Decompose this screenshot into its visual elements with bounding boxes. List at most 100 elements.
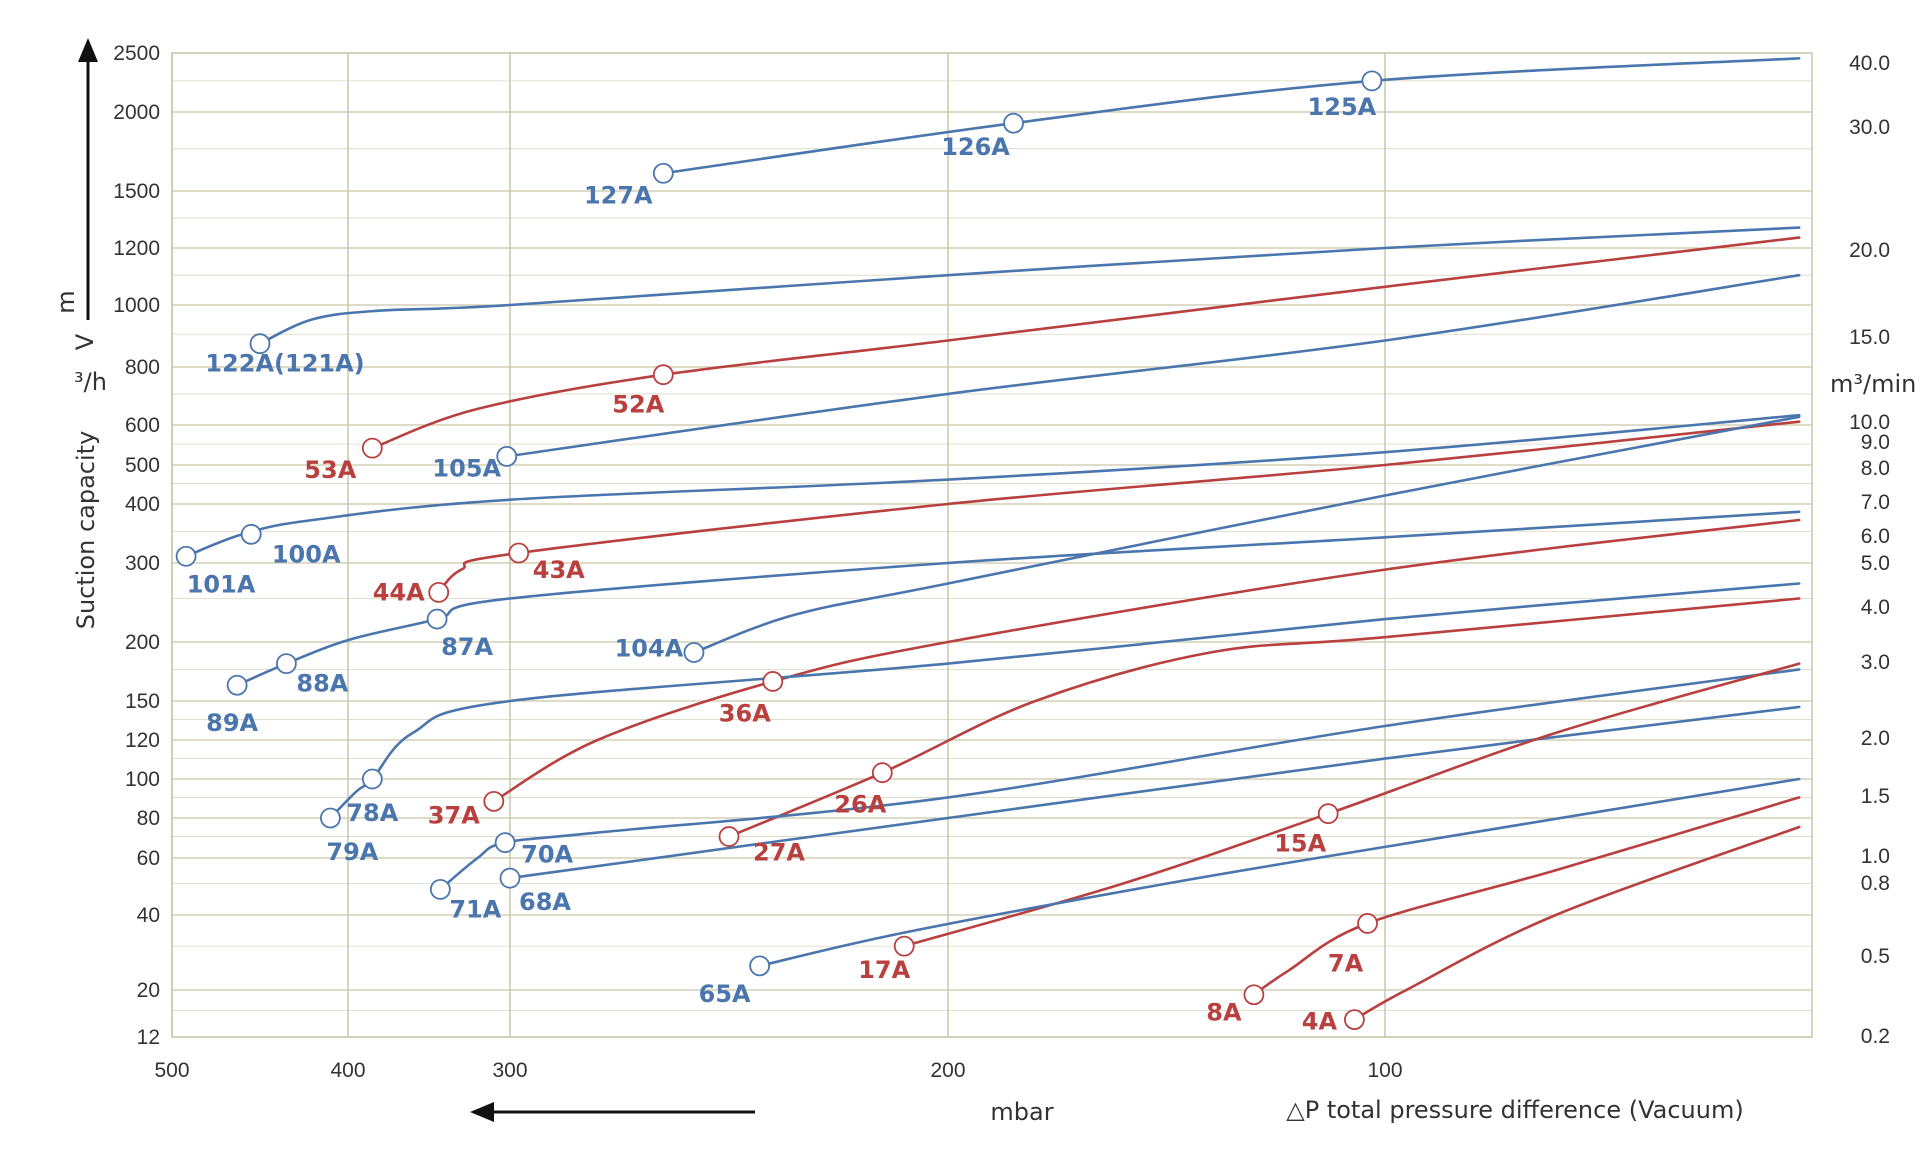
curve-label: 7A bbox=[1328, 949, 1364, 977]
curve-markers: 127A 126A 125A 122A(121A) 53A 52A 105A 101A 100A… bbox=[175, 70, 1383, 1036]
curve-marker bbox=[1357, 913, 1378, 934]
curve-marker bbox=[275, 653, 297, 675]
x-tick-label: 300 bbox=[492, 1059, 527, 1082]
x-tick-label: 400 bbox=[330, 1059, 365, 1082]
curve-label: 104A bbox=[615, 635, 684, 663]
curve-marker bbox=[652, 162, 674, 184]
right-tick-label: 20.0 bbox=[1849, 239, 1890, 262]
curve-marker bbox=[226, 674, 248, 696]
curve-marker bbox=[871, 762, 893, 784]
series-curve bbox=[235, 510, 1801, 687]
curve-label: 17A bbox=[858, 956, 910, 984]
right-tick-label: 6.0 bbox=[1861, 525, 1890, 548]
curve-marker bbox=[496, 445, 518, 467]
right-tick-label: 3.0 bbox=[1861, 651, 1890, 674]
curve-marker bbox=[249, 333, 271, 355]
x-axis-title: △P total pressure difference (Vacuum) bbox=[1286, 1096, 1743, 1124]
right-tick-label: 30.0 bbox=[1849, 116, 1890, 139]
series-curve bbox=[184, 413, 1801, 558]
y-axis-arrow-head bbox=[78, 38, 98, 62]
curve-marker bbox=[175, 545, 197, 567]
curve-marker bbox=[240, 523, 262, 545]
series-curve bbox=[727, 597, 1801, 838]
right-tick-label: 1.5 bbox=[1861, 785, 1890, 808]
curve-label: 78A bbox=[346, 799, 398, 827]
series-curve bbox=[437, 420, 1801, 594]
grid-lines bbox=[171, 52, 1813, 1038]
y-tick-label: 500 bbox=[125, 454, 160, 477]
curve-label: 43A bbox=[533, 556, 585, 584]
curve-marker bbox=[1361, 70, 1383, 92]
curve-label: 4A bbox=[1302, 1008, 1338, 1036]
curve-label: 26A bbox=[834, 791, 886, 819]
curve-label: 125A bbox=[1308, 93, 1377, 121]
curve-label: 70A bbox=[521, 841, 573, 869]
series-curve bbox=[662, 57, 1801, 175]
y-tick-label: 600 bbox=[125, 414, 160, 437]
curve-marker bbox=[762, 671, 784, 692]
right-tick-label: 7.0 bbox=[1861, 491, 1890, 514]
curve-marker bbox=[508, 542, 530, 564]
y-tick-label: 60 bbox=[137, 847, 160, 870]
y-axis-symbol-v: V bbox=[71, 333, 99, 350]
series-curve bbox=[508, 705, 1801, 880]
right-axis-unit: m³/min bbox=[1830, 370, 1916, 398]
y-tick-label: 200 bbox=[125, 631, 160, 654]
curve-label: 71A bbox=[449, 895, 501, 923]
y-tick-label: 20 bbox=[137, 979, 160, 1002]
y-tick-label: 150 bbox=[125, 690, 160, 713]
curve-marker bbox=[1003, 112, 1024, 134]
series-curve bbox=[1353, 825, 1801, 1021]
y-tick-label: 2000 bbox=[113, 101, 160, 124]
curve-label: 8A bbox=[1206, 999, 1242, 1027]
curve-marker bbox=[893, 935, 915, 957]
series-curve bbox=[439, 668, 1801, 891]
curve-marker bbox=[428, 581, 450, 603]
curve-marker bbox=[494, 832, 516, 854]
curve-label: 87A bbox=[441, 633, 493, 661]
curve-marker bbox=[361, 437, 383, 459]
right-tick-label: 0.8 bbox=[1861, 872, 1890, 895]
curve-marker bbox=[483, 790, 505, 812]
x-axis-arrow-head bbox=[470, 1102, 494, 1122]
curves bbox=[184, 57, 1801, 1021]
curve-label: 65A bbox=[699, 980, 751, 1008]
curve-label: 100A bbox=[272, 540, 341, 568]
curve-marker bbox=[499, 867, 521, 889]
series-curve bbox=[492, 518, 1801, 803]
curve-label: 36A bbox=[719, 699, 771, 727]
curve-marker bbox=[426, 608, 448, 630]
curve-label: 88A bbox=[296, 670, 348, 698]
y-tick-label: 40 bbox=[137, 904, 160, 927]
curve-label: 89A bbox=[206, 709, 258, 737]
y-tick-label: 1200 bbox=[113, 237, 160, 260]
series-curve bbox=[371, 236, 1801, 450]
curve-label: 53A bbox=[304, 456, 356, 484]
curve-label: 101A bbox=[187, 570, 256, 598]
series-curve bbox=[258, 226, 1801, 345]
right-tick-label: 40.0 bbox=[1849, 52, 1890, 75]
series-curve bbox=[758, 777, 1801, 968]
right-tick-label: 0.2 bbox=[1861, 1025, 1890, 1048]
right-tick-label: 4.0 bbox=[1861, 596, 1890, 619]
right-tick-label: 1.0 bbox=[1861, 845, 1890, 868]
curve-marker bbox=[683, 642, 705, 663]
tick-labels: 2500 2000 1500 1200 1000 800 600 500 400 300 200 15… bbox=[113, 42, 1890, 1082]
y-tick-label: 1000 bbox=[113, 294, 160, 317]
y-axis-title: Suction capacity bbox=[72, 431, 100, 630]
x-tick-label: 100 bbox=[1367, 1059, 1402, 1082]
y-axis-unit-m: m bbox=[52, 290, 80, 313]
curve-label: 79A bbox=[326, 838, 378, 866]
curve-label: 122A(121A) bbox=[205, 350, 364, 378]
curve-marker bbox=[652, 364, 674, 386]
x-axis-unit: mbar bbox=[990, 1098, 1053, 1126]
right-tick-label: 9.0 bbox=[1861, 431, 1890, 454]
curve-marker bbox=[429, 878, 451, 900]
curve-marker bbox=[361, 768, 383, 790]
curve-marker bbox=[1243, 984, 1265, 1006]
curve-label: 37A bbox=[428, 801, 480, 829]
plot-frame bbox=[171, 52, 1813, 1038]
y-tick-label: 1500 bbox=[113, 180, 160, 203]
right-tick-label: 2.0 bbox=[1861, 727, 1890, 750]
y-axis-unit-per-hour: ³/h bbox=[74, 368, 107, 396]
